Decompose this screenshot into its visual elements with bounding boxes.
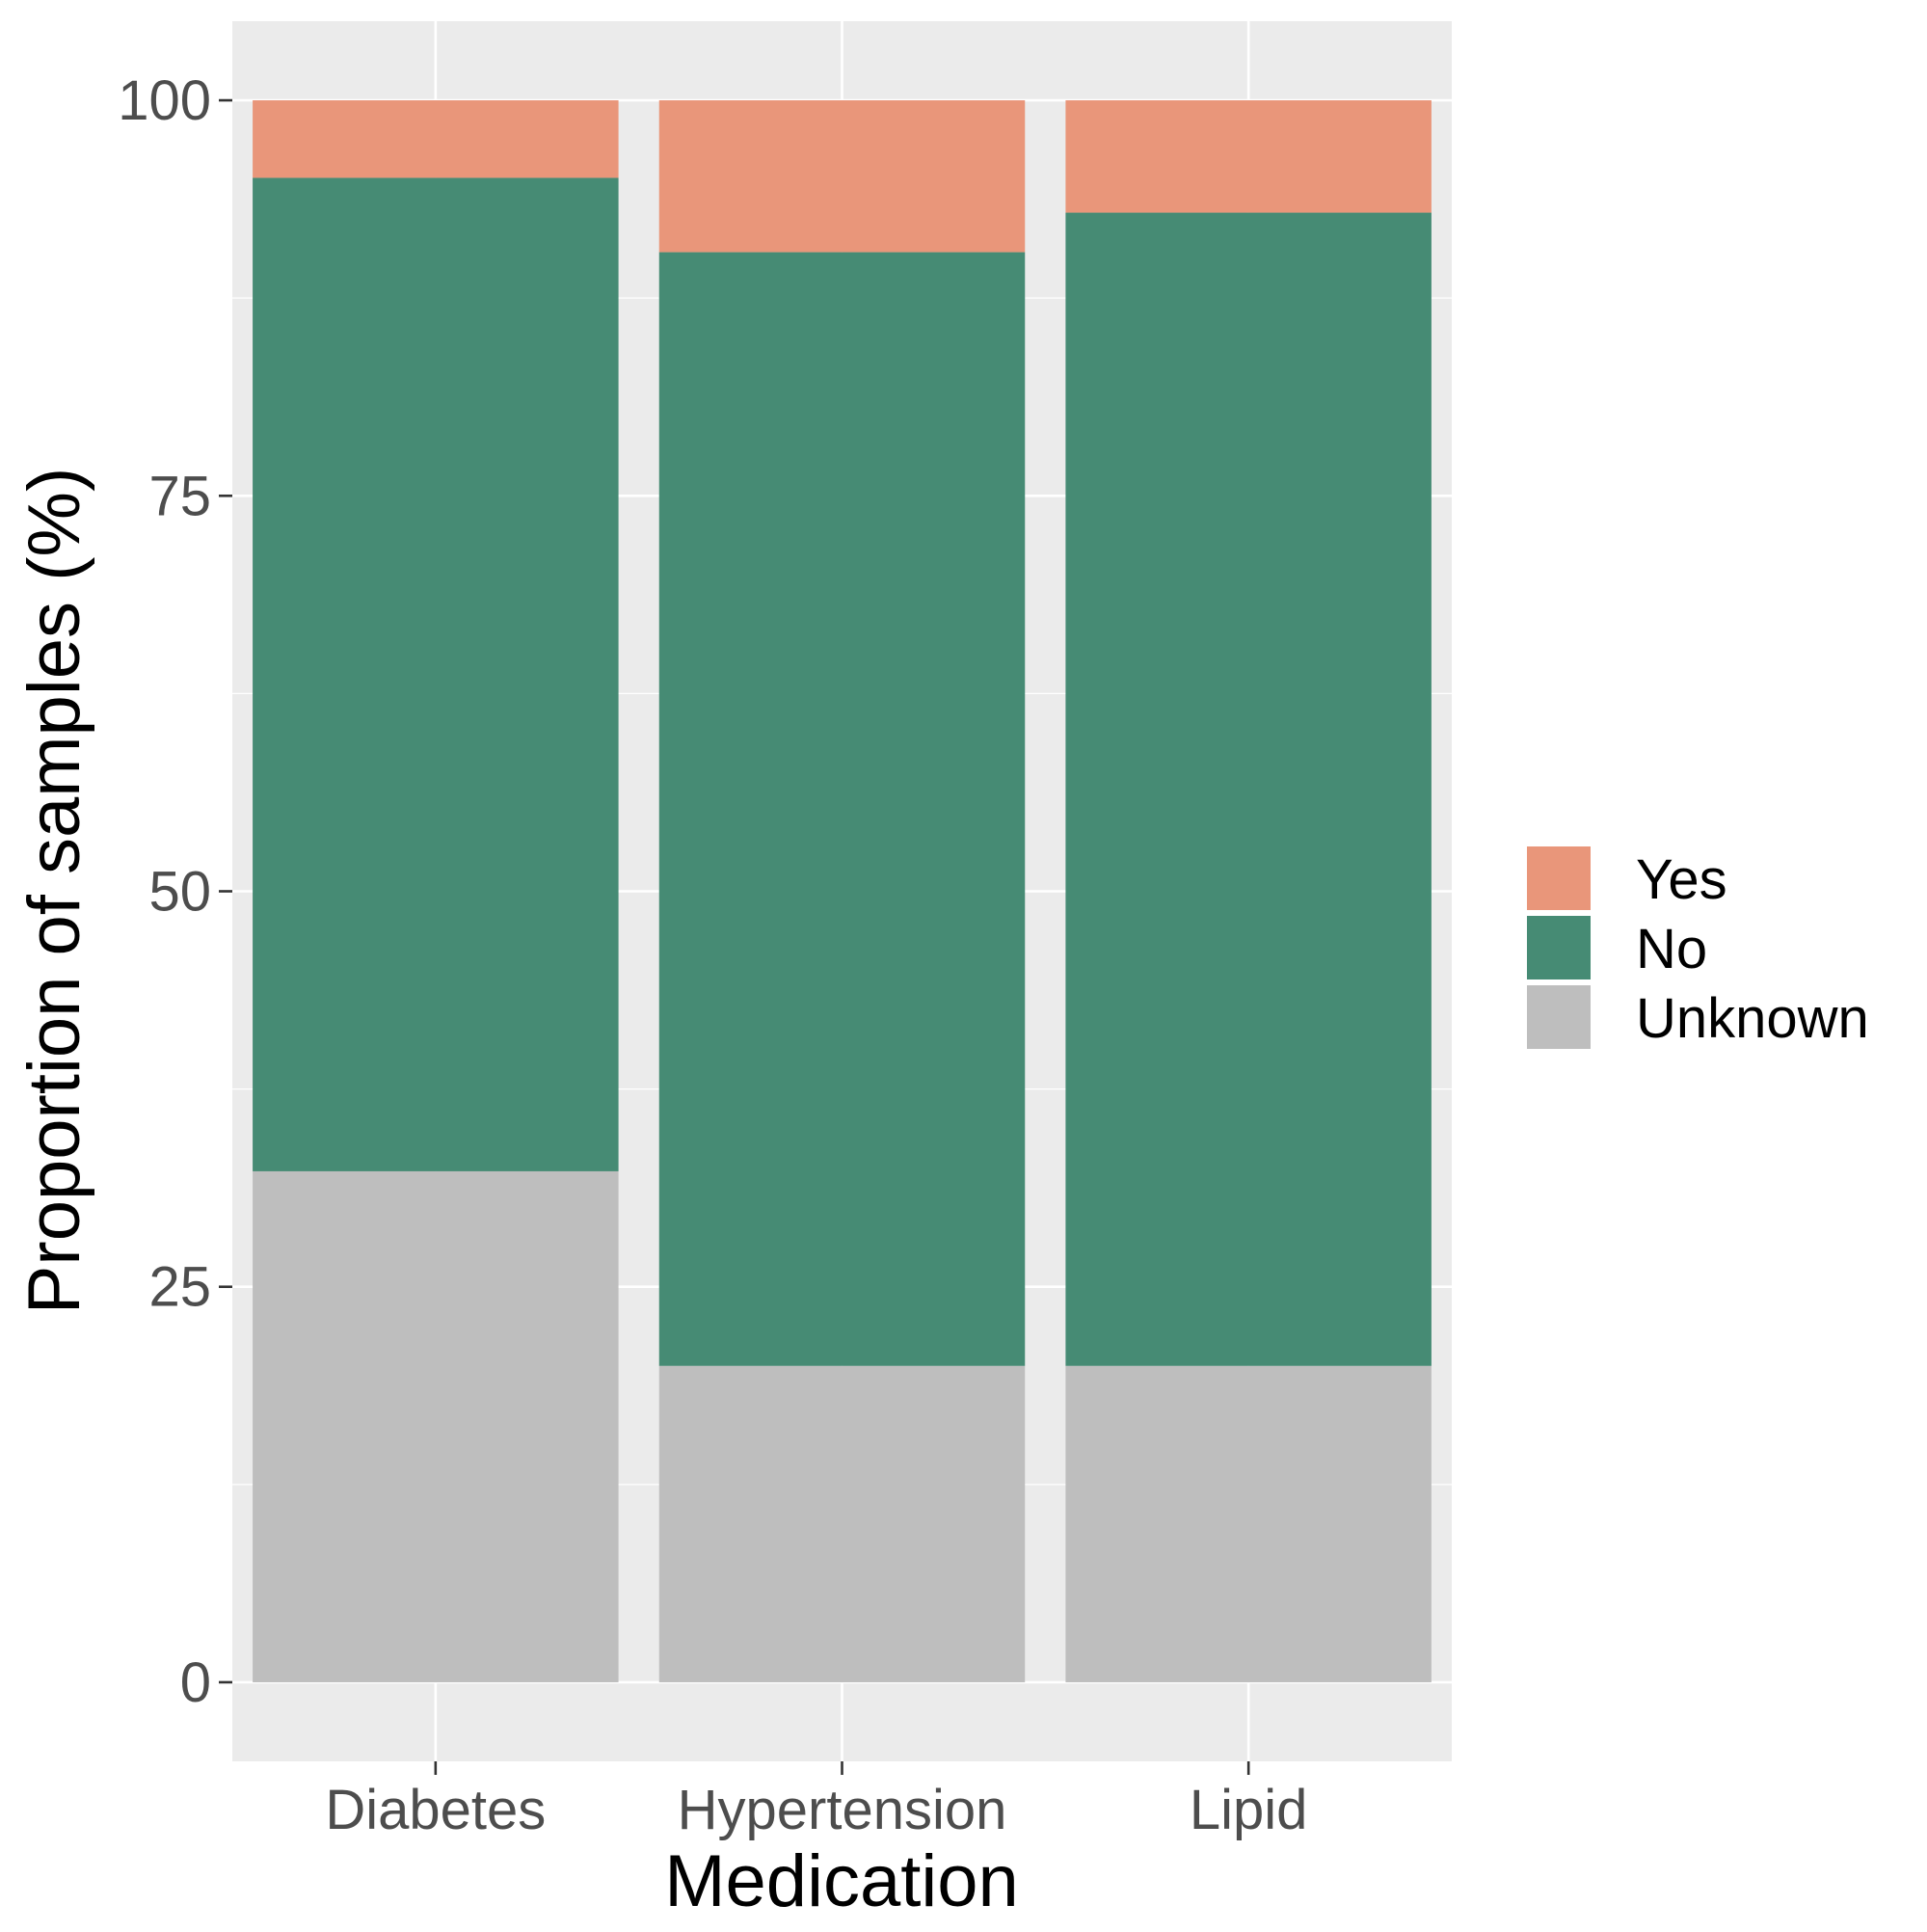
legend-label-no: No: [1636, 918, 1707, 980]
bar-segment-no-diabetes: [253, 177, 619, 1171]
bar-segment-yes-diabetes: [253, 100, 619, 178]
x-axis-title: Medication: [664, 1840, 1019, 1922]
legend-label-yes: Yes: [1636, 848, 1727, 911]
y-tick-label: 0: [180, 1651, 211, 1714]
bar-segment-yes-lipid: [1065, 100, 1432, 213]
legend: Yes No Unknown: [1525, 845, 1869, 1051]
x-axis: Diabetes Hypertension Lipid: [325, 1761, 1307, 1841]
x-tick-label: Lipid: [1190, 1779, 1308, 1841]
y-axis: 0 25 50 75 100: [118, 69, 232, 1714]
bar-segment-yes-hypertension: [658, 100, 1026, 253]
y-tick-label: 50: [148, 861, 211, 924]
legend-label-unknown: Unknown: [1636, 987, 1869, 1050]
bars: [253, 100, 1432, 1682]
bar-segment-unknown-lipid: [1065, 1365, 1432, 1682]
x-tick-label: Hypertension: [678, 1779, 1007, 1841]
y-tick-label: 100: [118, 69, 211, 132]
legend-key-unknown: [1525, 983, 1592, 1051]
legend-key-yes: [1525, 845, 1592, 912]
y-tick-label: 75: [148, 465, 211, 527]
bar-segment-no-hypertension: [658, 252, 1026, 1366]
bar-segment-unknown-diabetes: [253, 1170, 619, 1682]
x-tick-label: Diabetes: [325, 1779, 546, 1841]
y-axis-title: Proportion of samples (%): [13, 468, 95, 1315]
bar-segment-no-lipid: [1065, 212, 1432, 1366]
y-tick-label: 25: [148, 1256, 211, 1319]
legend-key-no: [1525, 914, 1592, 981]
bar-segment-unknown-hypertension: [658, 1365, 1026, 1682]
